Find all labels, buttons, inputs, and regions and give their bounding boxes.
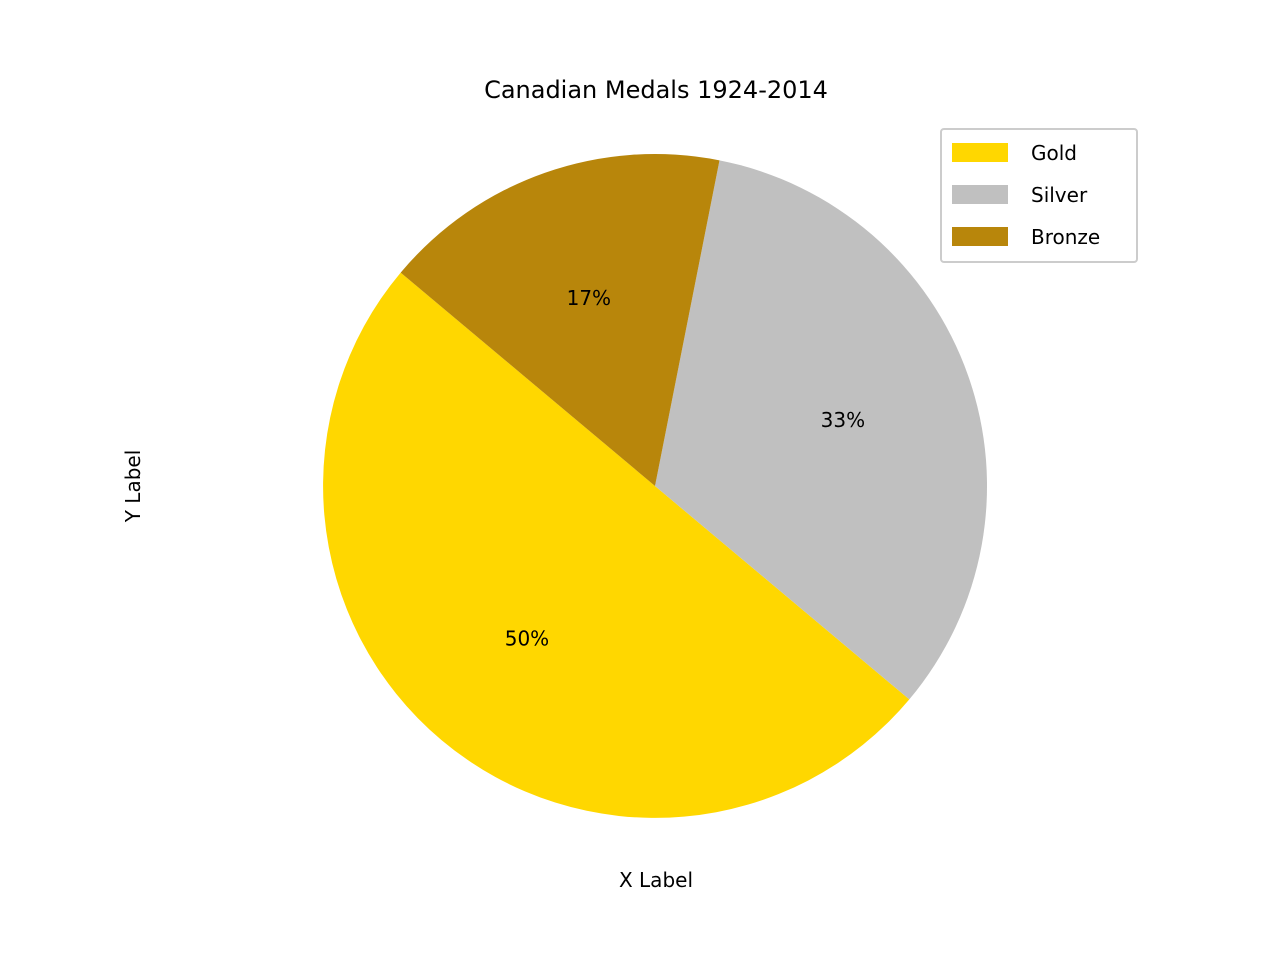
legend: Gold Silver Bronze [940,128,1138,263]
legend-label-bronze: Bronze [1031,225,1100,249]
legend-label-silver: Silver [1031,183,1088,207]
legend-label-gold: Gold [1031,141,1077,165]
y-axis-label: Y Label [121,450,145,524]
legend-swatch-gold [952,143,1008,162]
legend-swatch-bronze [952,227,1008,246]
chart-title: Canadian Medals 1924-2014 [484,76,828,104]
legend-entries: Gold Silver Bronze [952,141,1100,249]
pie-value-label-silver: 33% [821,408,865,432]
pie-slices [323,153,988,818]
x-axis-label: X Label [619,868,693,892]
pie-slice-silver [655,160,988,700]
pie-slice-gold [323,272,910,818]
pie-value-label-gold: 50% [505,627,549,651]
pie-value-labels: 50% 33% 17% [505,286,865,650]
legend-swatch-silver [952,185,1008,204]
pie-slice-bronze [400,153,720,486]
pie-value-label-bronze: 17% [567,286,611,310]
